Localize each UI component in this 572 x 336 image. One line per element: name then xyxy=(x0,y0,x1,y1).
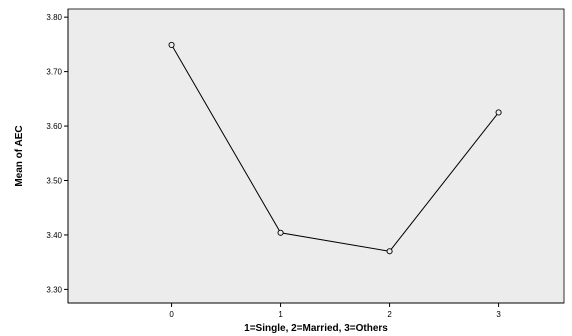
plot-area xyxy=(67,8,565,304)
y-tick-label: 3.60 xyxy=(46,122,62,131)
y-tick-label: 3.80 xyxy=(46,13,62,22)
series-line xyxy=(171,44,499,252)
y-tick-label: 3.70 xyxy=(46,68,62,77)
x-axis-title: 1=Single, 2=Married, 3=Others xyxy=(244,323,388,334)
data-point xyxy=(386,248,393,255)
y-tick-label: 3.50 xyxy=(46,177,62,186)
data-point xyxy=(168,41,175,48)
y-axis-title: Mean of AEC xyxy=(14,125,25,186)
data-point xyxy=(277,229,284,236)
x-tick-label: 1 xyxy=(278,310,283,319)
y-tick-label: 3.30 xyxy=(46,285,62,294)
series-group xyxy=(168,41,502,255)
x-tick-label: 2 xyxy=(387,310,392,319)
x-tick-label: 0 xyxy=(169,310,174,319)
data-point xyxy=(495,109,502,116)
x-axis-ticks: 0 1 2 3 xyxy=(169,303,501,319)
y-axis-ticks: 3.30 3.40 3.50 3.60 3.70 3.80 xyxy=(46,13,68,294)
x-tick-label: 3 xyxy=(496,310,501,319)
y-tick-label: 3.40 xyxy=(46,231,62,240)
